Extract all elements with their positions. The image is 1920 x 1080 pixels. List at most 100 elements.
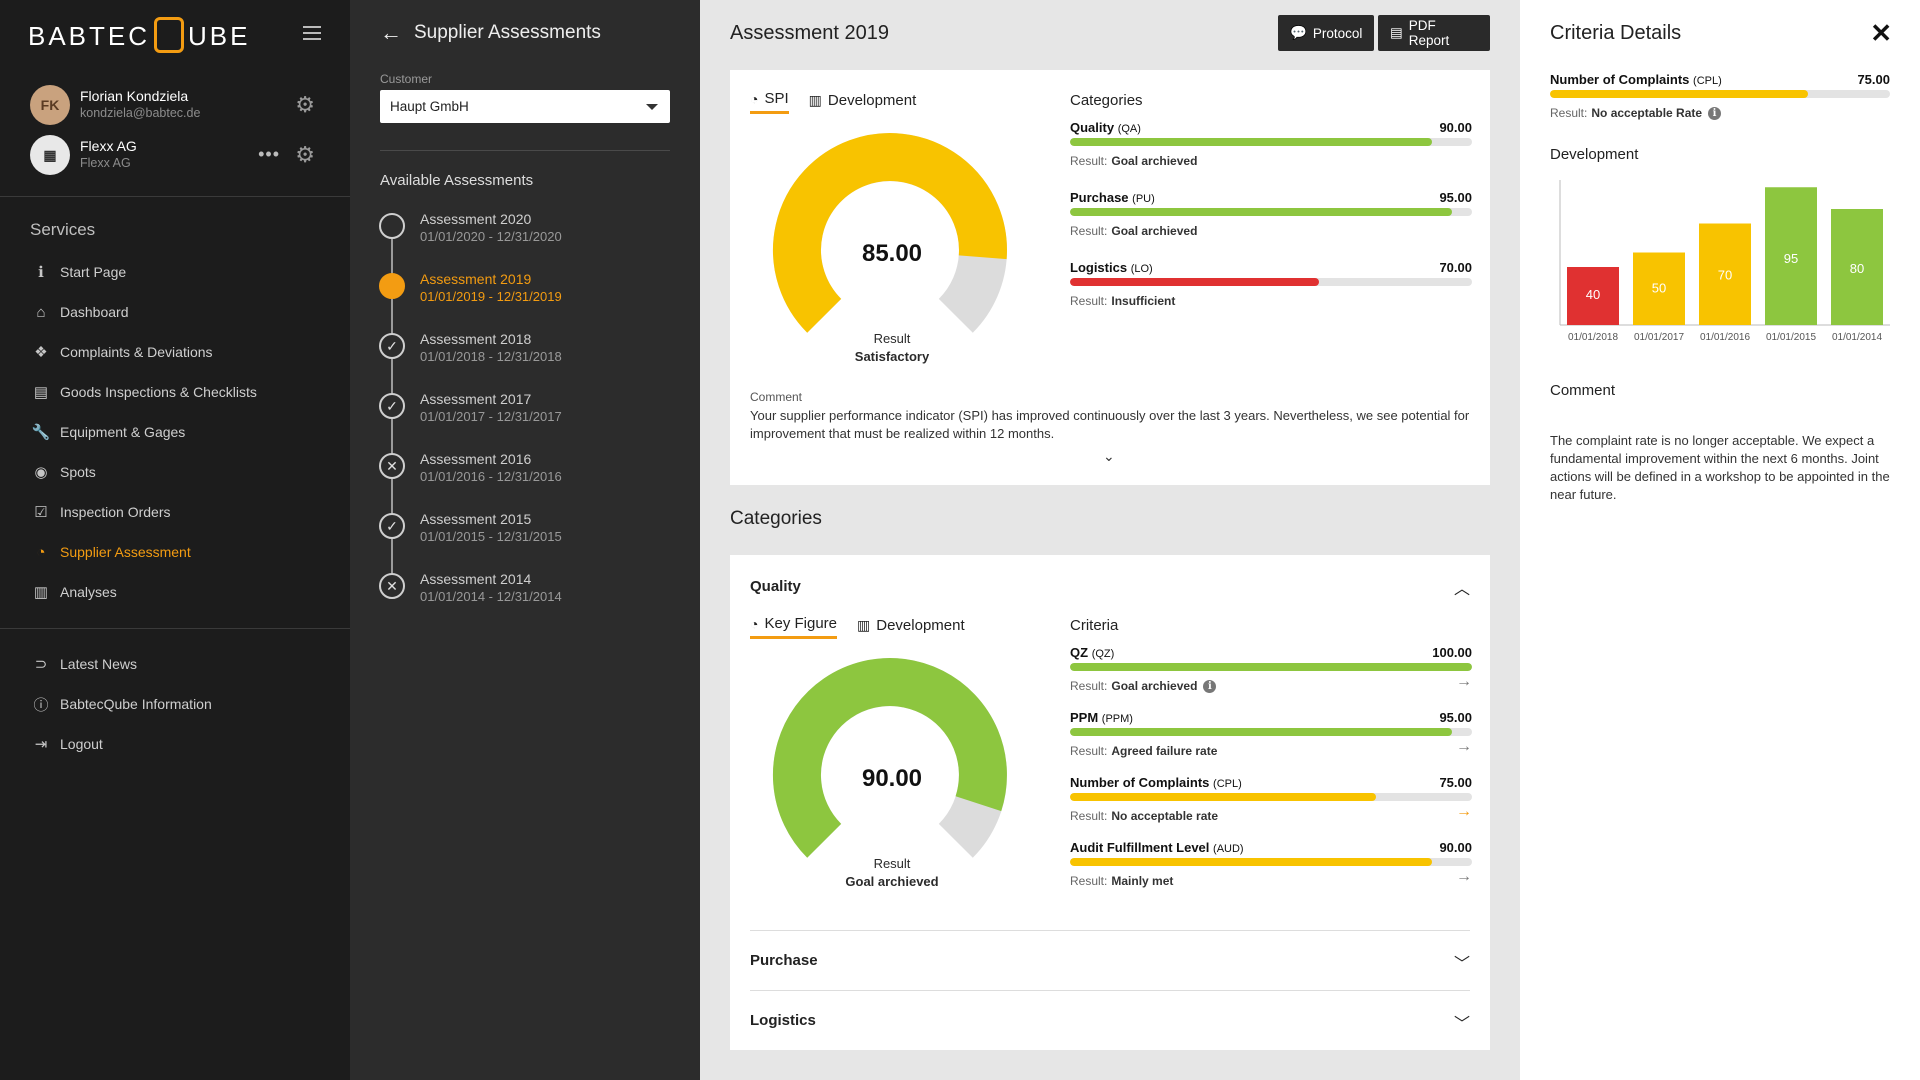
sidebar-item-label: Logout (60, 736, 103, 752)
user-account[interactable]: FK Florian Kondziela kondziela@babtec.de… (30, 84, 330, 126)
arrow-right-icon[interactable]: → (1456, 868, 1472, 885)
sidebar-item-latest-news[interactable]: ⊃ Latest News (30, 650, 330, 678)
user-settings-gear-icon[interactable]: ⚙ (295, 92, 315, 117)
criterion-row[interactable]: QZ (QZ) 100.00 Result: Goal archieved i → (1070, 645, 1472, 693)
criterion-value: 90.00 (1439, 120, 1472, 135)
assessment-item[interactable]: ✕ Assessment 2016 01/01/2016 - 12/31/2016 (379, 451, 679, 493)
company-settings-gear-icon[interactable]: ⚙ (295, 142, 315, 167)
tab-quality-development[interactable]: ▥ Development (857, 615, 965, 639)
chart-bar[interactable] (1567, 267, 1619, 325)
sidebar-item-supplier-assessment[interactable]: ◔ Supplier Assessment (30, 538, 330, 566)
chevron-down-icon[interactable]: ﹀ (1453, 1016, 1470, 1033)
criterion-row[interactable]: Audit Fulfillment Level (AUD) 90.00 Result… (1070, 840, 1472, 888)
customer-select[interactable]: Haupt GmbH (380, 90, 670, 123)
comments-icon: 💬 (1290, 25, 1307, 40)
sidebar-item-start-page[interactable]: ℹ Start Page (30, 258, 330, 286)
details-progress-fill (1550, 90, 1809, 98)
chart-bar[interactable] (1831, 209, 1883, 325)
assessment-dates: 01/01/2020 - 12/31/2020 (420, 229, 562, 244)
assessment-item[interactable]: ✓ Assessment 2018 01/01/2018 - 12/31/2018 (379, 331, 679, 373)
result-label: Result: (1070, 679, 1108, 693)
tab-development-label: Development (827, 91, 917, 109)
spi-result-label: Result (873, 331, 911, 346)
speedometer-icon: ◔ (750, 90, 759, 107)
progress-fill (1070, 858, 1432, 866)
info-icon[interactable]: i (1708, 106, 1722, 120)
criterion-row[interactable]: PPM (PPM) 95.00 Result: Agreed failure rate… (1070, 710, 1472, 758)
chevron-up-icon[interactable]: ︿ (1453, 581, 1470, 598)
arrow-right-icon[interactable]: → (1456, 738, 1472, 755)
criterion-result: Result: Goal archieved (1070, 224, 1472, 238)
assessment-item[interactable]: Assessment 2020 01/01/2020 - 12/31/2020 (379, 211, 679, 253)
details-title: Criteria Details (1550, 22, 1682, 44)
sidebar: BABTEC UBE FK Florian Kondziela kondziel… (0, 0, 350, 1080)
criterion-row[interactable]: Number of Complaints (CPL) 75.00 Result: No… (1070, 775, 1472, 823)
panel-title-text: Supplier Assessments (414, 22, 601, 43)
chart-bar[interactable] (1699, 223, 1751, 326)
info-icon: ℹ (38, 264, 44, 281)
assessment-dates: 01/01/2016 - 12/31/2016 (420, 469, 562, 484)
logo-text-right: UBE (188, 20, 251, 51)
assessment-item[interactable]: ✕ Assessment 2014 01/01/2014 - 12/31/2014 (379, 571, 679, 613)
more-options-icon[interactable]: ••• (258, 144, 280, 164)
comment-text: Your supplier performance indicator (SPI… (750, 408, 1470, 441)
sidebar-item-analyses[interactable]: ▥ Analyses (30, 578, 330, 606)
home-icon: ⌂ (36, 303, 46, 321)
protocol-button[interactable]: 💬 Protocol (1278, 15, 1374, 51)
company-subtitle: Flexx AG (80, 156, 131, 170)
chart-bar[interactable] (1765, 187, 1817, 325)
cubes-icon: ❖ (34, 344, 48, 361)
pdf-report-button-label: PDF Report (1408, 18, 1450, 48)
arrow-right-icon[interactable]: → (1456, 803, 1472, 820)
arrow-right-icon[interactable]: → (1456, 673, 1472, 690)
app-logo[interactable]: BABTEC UBE (28, 16, 251, 56)
chevron-down-icon[interactable]: ﹀ (1453, 956, 1470, 973)
accordion-quality-title[interactable]: Quality (750, 578, 801, 595)
spi-card: ◔ SPI ▥ Development 85.00 Result Satisfact… (730, 70, 1490, 485)
assessment-item[interactable]: ✓ Assessment 2017 01/01/2017 - 12/31/2017 (379, 391, 679, 433)
sidebar-item-babtecqube-information[interactable]: ⓘ BabtecQube Information (30, 690, 330, 718)
pdf-file-icon: ▤ (1390, 25, 1403, 40)
check-circle-icon: ✓ (379, 513, 405, 539)
services-heading: Services (30, 220, 96, 239)
tab-key-figure[interactable]: ◔ Key Figure (750, 615, 838, 639)
tab-development[interactable]: ▥ Development (809, 90, 917, 114)
criterion-value: 75.00 (1439, 775, 1472, 790)
criterion-name: QZ (1070, 645, 1089, 660)
check-circle-icon: ✓ (379, 333, 405, 359)
assessment-item[interactable]: Assessment 2019 01/01/2019 - 12/31/2019 (379, 271, 679, 313)
accordion-purchase-title[interactable]: Purchase (750, 952, 818, 969)
chart-bar[interactable] (1633, 252, 1685, 326)
assessment-dates: 01/01/2014 - 12/31/2014 (420, 589, 562, 604)
sidebar-item-inspection-orders[interactable]: ☑ Inspection Orders (30, 498, 330, 526)
sidebar-item-equipment-gages[interactable]: 🔧 Equipment & Gages (30, 418, 330, 446)
tab-spi[interactable]: ◔ SPI (750, 90, 789, 114)
categories-accordion: Quality ︿ ◔ Key Figure ▥ Development 90.00… (730, 555, 1490, 1050)
progress-fill (1070, 278, 1320, 286)
expand-comment-chevron-down-icon[interactable]: ⌄ (1103, 448, 1115, 464)
avatar: FK (30, 85, 70, 125)
quality-result-value: Goal archieved (845, 874, 939, 889)
company-account[interactable]: ▦ Flexx AG Flexx AG ••• ⚙ (30, 134, 330, 176)
close-icon[interactable]: ✕ (1870, 18, 1892, 48)
info-icon[interactable]: i (1203, 679, 1217, 693)
wrench-icon: 🔧 (31, 424, 51, 441)
sidebar-item-complaints-deviations[interactable]: ❖ Complaints & Deviations (30, 338, 330, 366)
sidebar-item-spots[interactable]: ◉ Spots (30, 458, 330, 486)
sidebar-item-dashboard[interactable]: ⌂ Dashboard (30, 298, 330, 326)
criterion-name: PPM (1070, 710, 1099, 725)
sidebar-item-goods-inspections-checklists[interactable]: ▤ Goods Inspections & Checklists (30, 378, 330, 406)
sidebar-item-logout[interactable]: ⇥ Logout (30, 730, 330, 758)
accordion-logistics-title[interactable]: Logistics (750, 1012, 816, 1029)
sidebar-item-label: Equipment & Gages (60, 424, 186, 440)
chart-data-label: 95 (1784, 251, 1798, 266)
pdf-report-button[interactable]: ▤ PDF Report (1378, 15, 1490, 51)
menu-toggle-icon[interactable] (303, 26, 321, 40)
quality-gauge (772, 658, 1007, 858)
result-value: Goal archieved (1111, 679, 1198, 693)
back-arrow-icon[interactable]: ← (380, 20, 402, 45)
sidebar-item-label: Start Page (60, 264, 127, 280)
assessment-item[interactable]: ✓ Assessment 2015 01/01/2015 - 12/31/2015 (379, 511, 679, 553)
criteria-heading: Criteria (1070, 617, 1119, 634)
status-circle-icon (379, 273, 405, 299)
